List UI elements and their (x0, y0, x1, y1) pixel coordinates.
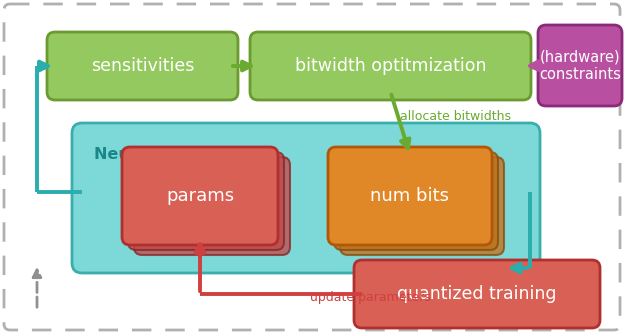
FancyBboxPatch shape (250, 32, 531, 100)
FancyBboxPatch shape (328, 147, 492, 245)
Text: num bits: num bits (371, 187, 449, 205)
Text: bitwidth optitmization: bitwidth optitmization (295, 57, 486, 75)
FancyBboxPatch shape (122, 147, 278, 245)
Text: Neural Network: Neural Network (94, 147, 236, 162)
FancyBboxPatch shape (72, 123, 540, 273)
FancyBboxPatch shape (134, 157, 290, 255)
FancyBboxPatch shape (334, 152, 498, 250)
Text: (hardware)
constraints: (hardware) constraints (539, 49, 621, 82)
Text: update parameters: update parameters (310, 291, 431, 304)
Text: allocate bitwidths: allocate bitwidths (400, 111, 511, 124)
FancyBboxPatch shape (340, 157, 504, 255)
FancyBboxPatch shape (128, 152, 284, 250)
Text: params: params (166, 187, 234, 205)
FancyBboxPatch shape (47, 32, 238, 100)
Text: sensitivities: sensitivities (91, 57, 194, 75)
Text: quantized training: quantized training (397, 285, 557, 303)
FancyBboxPatch shape (538, 25, 622, 106)
FancyBboxPatch shape (4, 4, 620, 330)
FancyBboxPatch shape (354, 260, 600, 328)
